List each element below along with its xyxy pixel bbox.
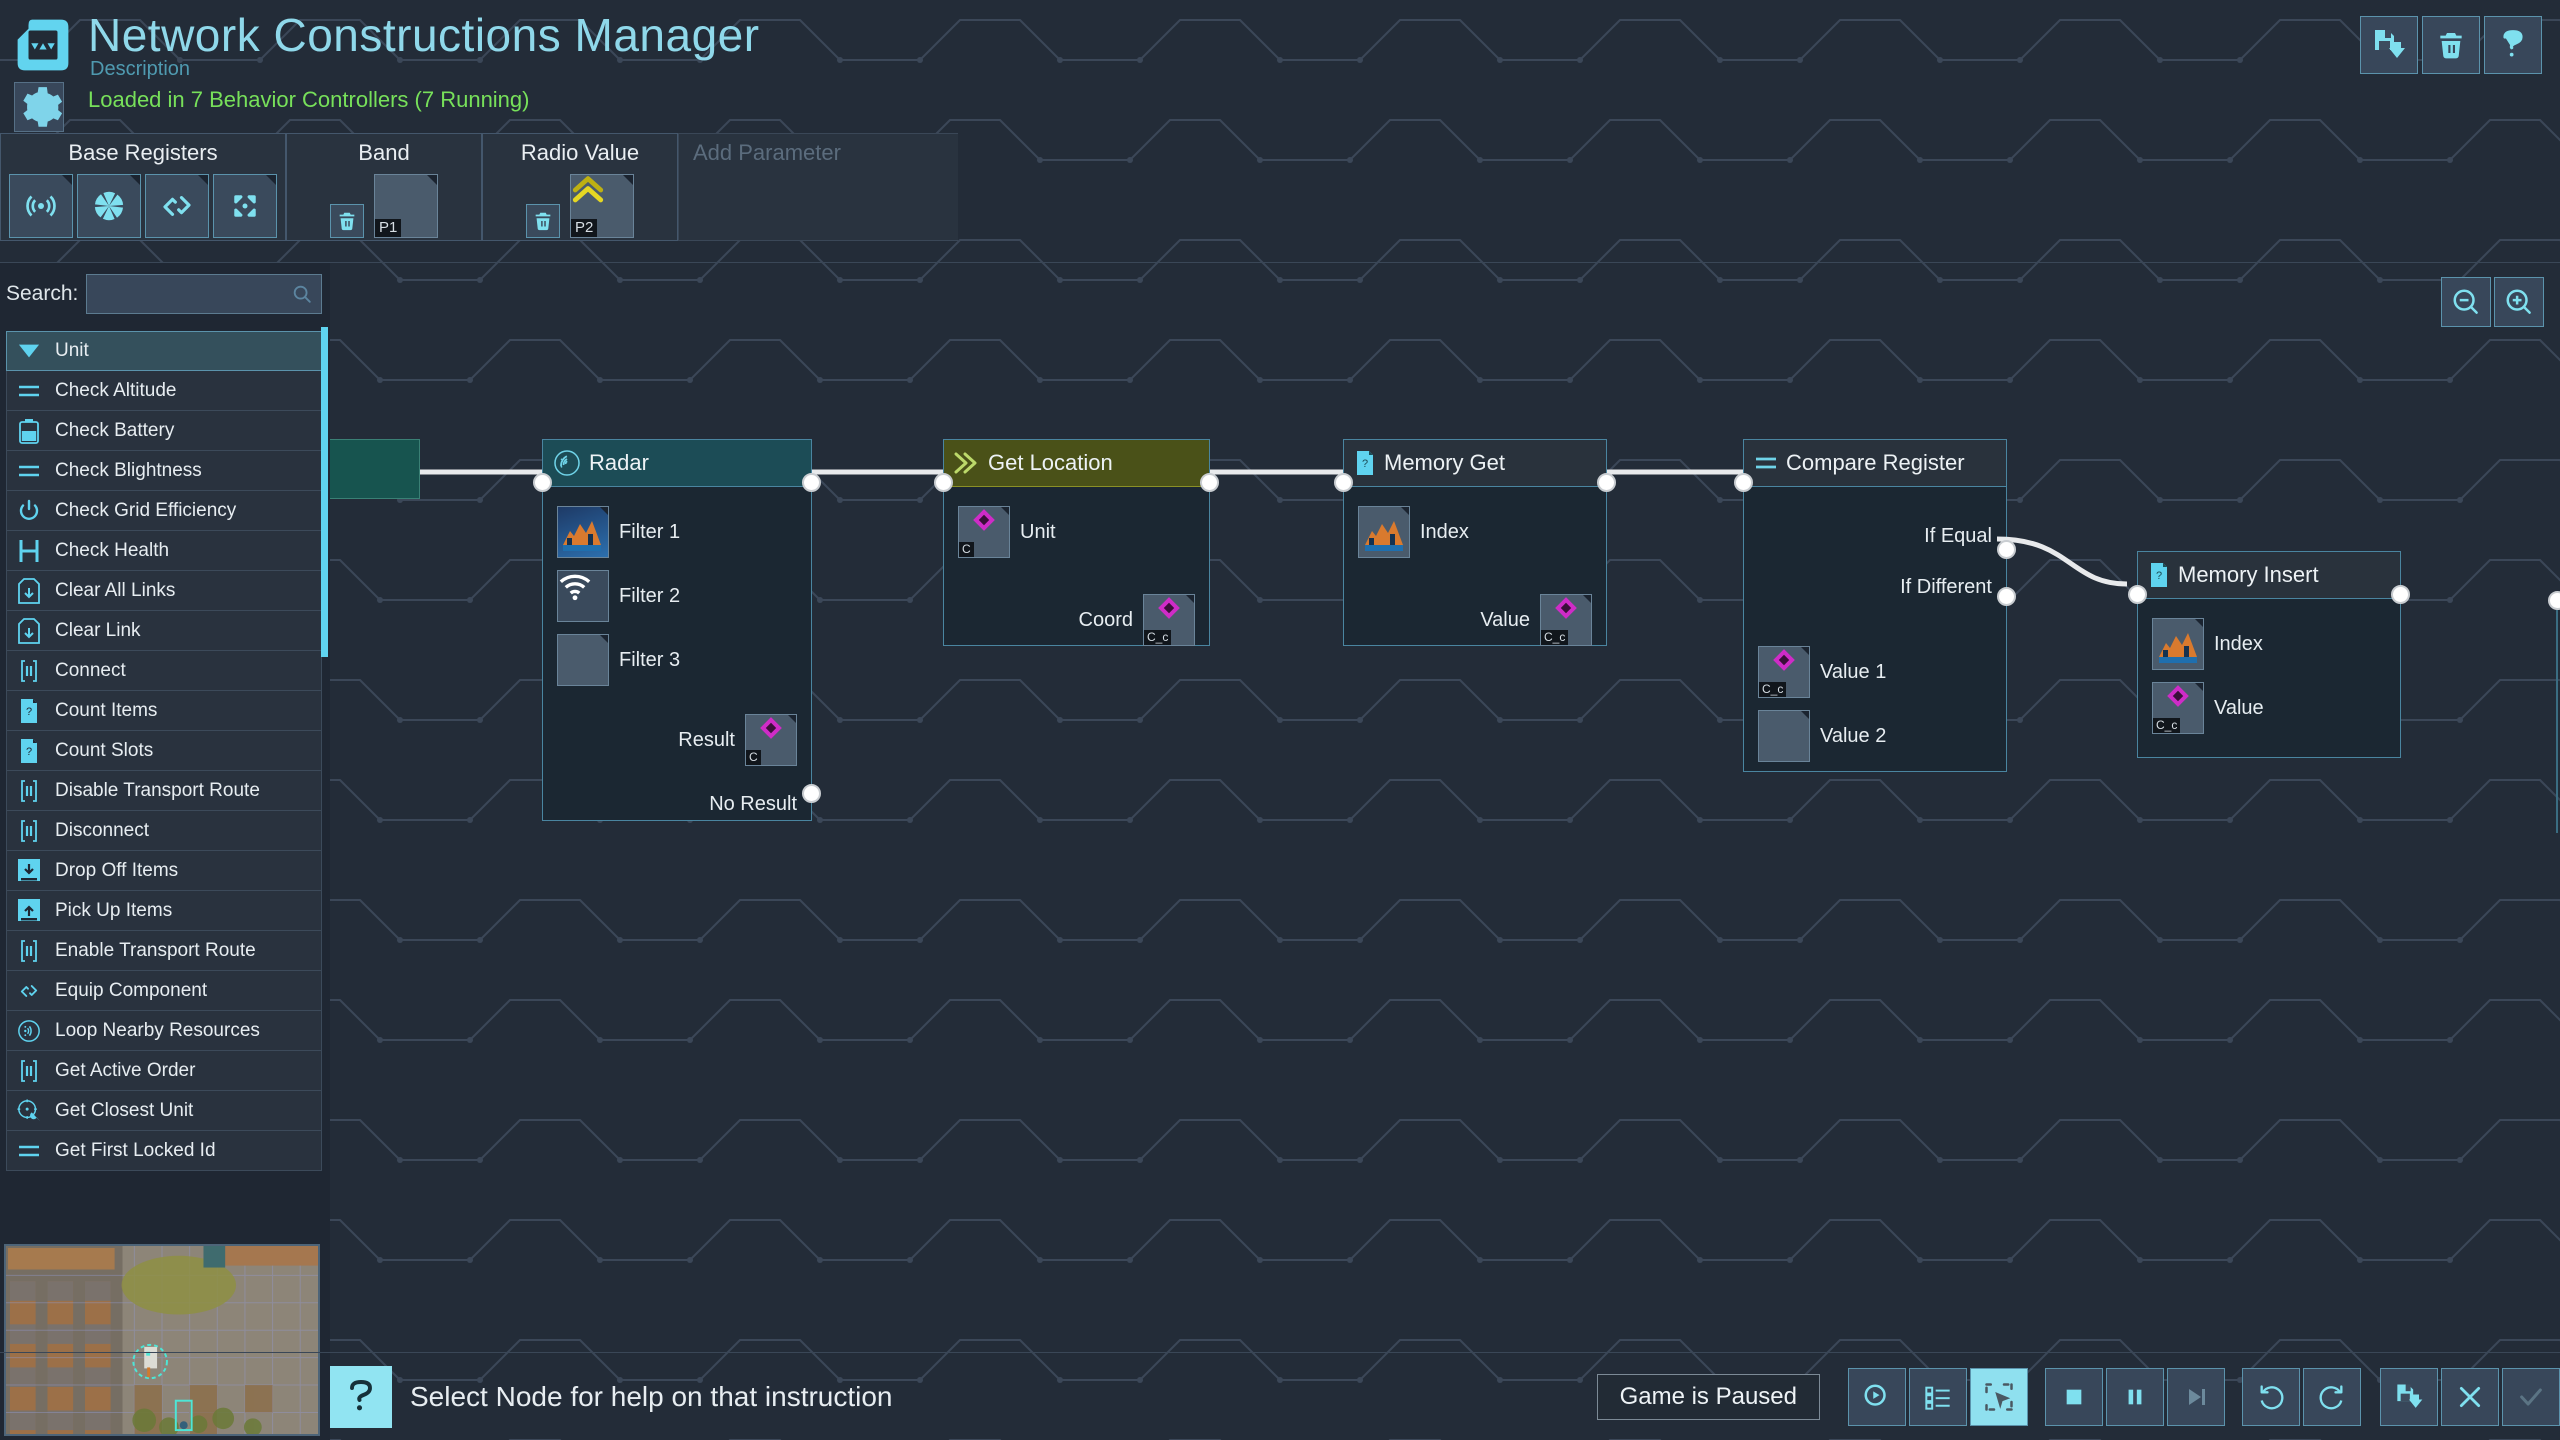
svg-text:?: ? — [26, 706, 32, 718]
svg-text:?: ? — [2156, 570, 2162, 582]
svg-text:?: ? — [1362, 458, 1368, 470]
svg-text:?: ? — [26, 746, 32, 758]
